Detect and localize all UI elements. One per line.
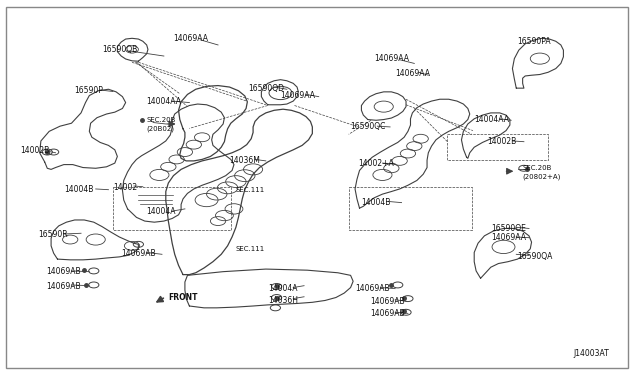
Text: 14036H: 14036H — [268, 296, 298, 305]
Text: 14002+A: 14002+A — [358, 159, 394, 169]
Text: 14069AA: 14069AA — [395, 69, 430, 78]
Text: 14002B: 14002B — [20, 147, 50, 155]
Text: J14003AT: J14003AT — [573, 350, 609, 359]
Text: 14004AA: 14004AA — [474, 115, 509, 124]
Text: 14069AB: 14069AB — [121, 249, 156, 258]
Text: 16590QC: 16590QC — [351, 122, 386, 131]
Text: 14069AA: 14069AA — [374, 54, 409, 63]
Text: SEC.20B: SEC.20B — [147, 116, 176, 122]
Text: 14069AA: 14069AA — [173, 34, 209, 43]
Text: SEC.20B: SEC.20B — [523, 164, 552, 170]
Text: 14069AB: 14069AB — [370, 309, 404, 318]
Text: 14004A: 14004A — [268, 284, 297, 293]
Text: 14004A: 14004A — [147, 207, 176, 217]
Text: 16590OE: 16590OE — [491, 224, 525, 233]
Text: 14069AB: 14069AB — [46, 267, 81, 276]
Text: SEC.111: SEC.111 — [236, 187, 265, 193]
Text: 16590P: 16590P — [75, 86, 104, 94]
Text: 14002B: 14002B — [487, 137, 516, 146]
Text: 14069AB: 14069AB — [370, 297, 404, 306]
Text: 14069AA: 14069AA — [280, 91, 316, 100]
Text: 14002: 14002 — [113, 183, 137, 192]
Text: 14004AA: 14004AA — [147, 97, 182, 106]
Text: SEC.111: SEC.111 — [236, 246, 265, 252]
Text: 14004B: 14004B — [362, 198, 391, 207]
Text: (20802+A): (20802+A) — [523, 173, 561, 180]
Text: 16590PA: 16590PA — [518, 37, 551, 46]
Text: 14004B: 14004B — [64, 185, 93, 194]
Text: 16590QD: 16590QD — [248, 84, 285, 93]
Text: 16590R: 16590R — [38, 230, 68, 239]
Text: 14069AB: 14069AB — [46, 282, 81, 291]
Text: 16590QA: 16590QA — [518, 251, 553, 261]
Text: 16590QB: 16590QB — [102, 45, 138, 54]
Text: 14069AB: 14069AB — [355, 284, 390, 293]
Text: FRONT: FRONT — [168, 293, 198, 302]
Text: (20B02): (20B02) — [147, 125, 175, 132]
Text: 14036M: 14036M — [230, 155, 260, 165]
Text: 14069AA: 14069AA — [491, 233, 526, 242]
